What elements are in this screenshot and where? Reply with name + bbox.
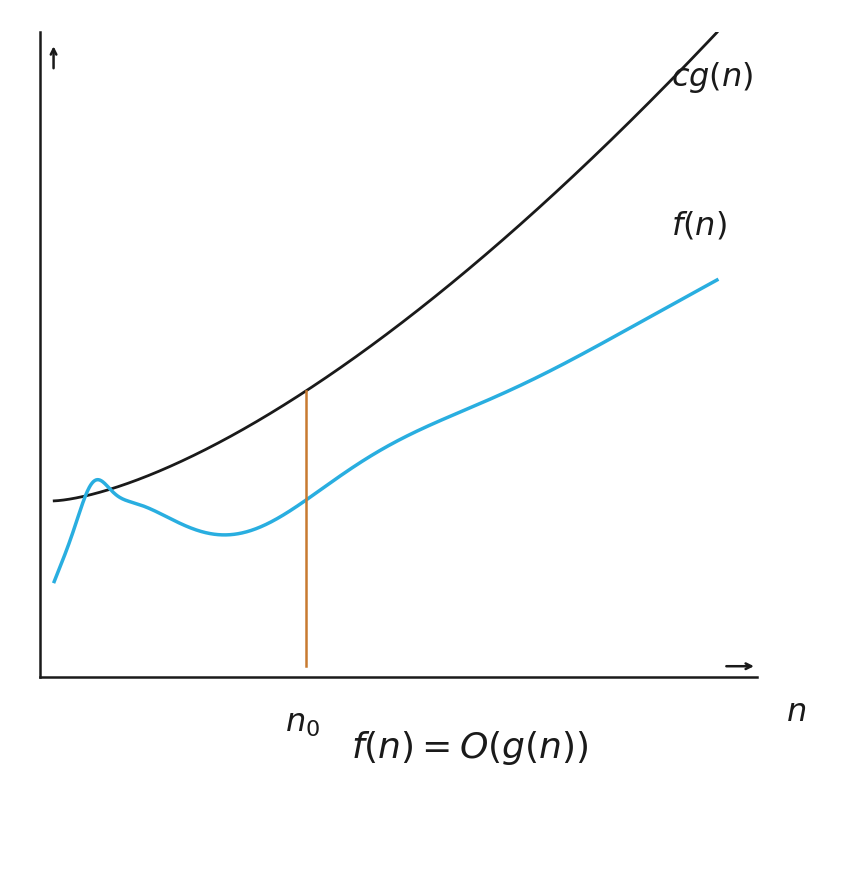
Text: $f(n)$: $f(n)$ <box>671 210 727 242</box>
Text: $cg(n)$: $cg(n)$ <box>671 60 753 95</box>
Text: $n_0$: $n_0$ <box>285 708 319 739</box>
Text: $n$: $n$ <box>786 697 806 727</box>
Text: $f(n) = O(g(n))$: $f(n) = O(g(n))$ <box>352 729 589 766</box>
